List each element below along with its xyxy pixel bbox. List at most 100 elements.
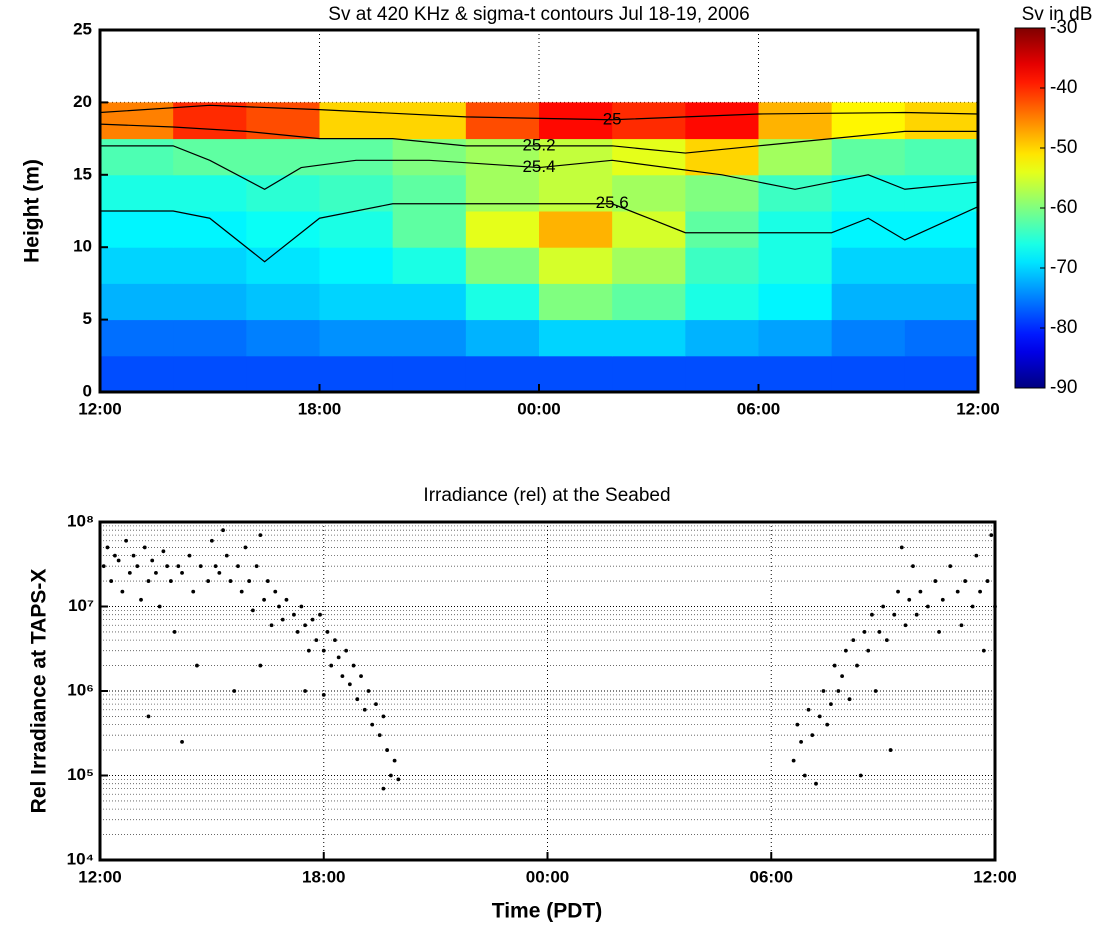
heatmap-cell — [539, 283, 613, 321]
scatter-point — [217, 570, 222, 575]
heatmap-cell — [685, 102, 759, 140]
heatmap-cell — [465, 319, 540, 357]
scatter-point — [333, 638, 337, 643]
heatmap-cell — [465, 247, 540, 284]
scatter-point — [165, 564, 170, 569]
heatmap-cell — [758, 174, 833, 212]
scatter-point — [832, 663, 837, 668]
scatter-point — [851, 638, 856, 643]
scatter-point — [254, 564, 259, 569]
x-tick-label: 12:00 — [956, 399, 999, 418]
scatter-point — [113, 553, 117, 558]
scatter-point — [933, 579, 938, 583]
scatter-point — [180, 570, 184, 575]
heatmap-cell — [100, 211, 174, 248]
scatter-point — [135, 564, 140, 569]
scatter-point — [146, 714, 151, 719]
heatmap-cell — [246, 319, 320, 357]
heatmap-cell — [246, 211, 320, 248]
scatter-point — [877, 630, 882, 634]
scatter-point — [825, 722, 830, 727]
scatter-point — [829, 702, 833, 706]
heatmap-cell — [758, 102, 833, 140]
scatter-point — [303, 623, 308, 628]
scatter-point — [351, 663, 356, 668]
scatter-point — [206, 579, 211, 583]
heatmap-cell — [173, 247, 247, 284]
contour-label: 25.6 — [596, 193, 629, 212]
y-tick-label: 15 — [73, 164, 92, 183]
heatmap-cell — [465, 211, 540, 248]
chart-title: Irradiance (rel) at the Seabed — [423, 485, 670, 506]
heatmap-cell — [539, 138, 613, 176]
scatter-point — [866, 648, 871, 653]
scatter-point — [855, 663, 859, 668]
colorbar-tick-label: -80 — [1050, 317, 1077, 338]
y-tick-label: 10⁶ — [67, 680, 94, 699]
scatter-point — [940, 597, 945, 602]
scatter-point — [963, 579, 968, 583]
scatter-point — [344, 648, 349, 653]
y-tick-label: 10 — [73, 237, 92, 256]
heatmap-cell — [685, 319, 759, 357]
scatter-point — [262, 597, 266, 602]
scatter-point — [903, 623, 908, 628]
scatter-point — [157, 604, 162, 609]
heatmap-cell — [246, 174, 320, 212]
heatmap-cell — [612, 247, 686, 284]
heatmap-cell — [465, 174, 540, 212]
scatter-point — [381, 786, 386, 791]
scatter-point — [911, 564, 915, 569]
x-tick-label: 00:00 — [517, 399, 560, 418]
heatmap-cell — [758, 211, 833, 248]
heatmap-cell — [539, 319, 613, 357]
heatmap-cell — [758, 319, 833, 357]
scatter-point — [907, 597, 912, 602]
scatter-point — [925, 604, 930, 609]
scatter-point — [120, 589, 125, 594]
heatmap-cell — [319, 102, 394, 140]
scatter-point — [131, 553, 136, 558]
scatter-point — [370, 722, 375, 727]
heatmap-cell — [904, 247, 979, 284]
heatmap-cell — [904, 319, 979, 357]
heatmap-cell — [904, 174, 979, 212]
y-tick-label: 25 — [73, 19, 92, 38]
heatmap-cell — [539, 211, 613, 248]
scatter-point — [359, 674, 363, 679]
scatter-point — [881, 604, 886, 609]
heatmap-cell — [539, 355, 613, 393]
heatmap-cell — [392, 283, 467, 321]
scatter-point — [209, 538, 214, 543]
scatter-point — [250, 608, 255, 613]
scatter-point — [817, 714, 822, 719]
heatmap-cell — [100, 174, 174, 212]
heatmap-cell — [392, 138, 467, 176]
scatter-point — [154, 570, 158, 575]
heatmap-cell — [831, 174, 906, 212]
scatter-point — [385, 748, 390, 752]
heatmap-cell — [173, 102, 247, 140]
heatmap-cell — [831, 211, 906, 248]
heatmap-cell — [612, 211, 686, 248]
heatmap-cell — [319, 174, 394, 212]
scatter-point — [336, 655, 341, 660]
x-tick-label: 18:00 — [298, 399, 341, 418]
heatmap-cell — [685, 247, 759, 284]
heatmap-cell — [465, 102, 540, 140]
heatmap-cell — [612, 102, 686, 140]
heatmap-cell — [612, 174, 686, 212]
colorbar-tick-label: -90 — [1050, 377, 1077, 398]
heatmap-cell — [173, 283, 247, 321]
scatter-point — [187, 553, 192, 558]
scatter-point — [124, 538, 129, 543]
scatter-point — [873, 689, 878, 693]
y-tick-label: 20 — [73, 92, 92, 111]
scatter-point — [321, 692, 326, 697]
scatter-point — [292, 612, 296, 617]
heatmap-cell — [539, 247, 613, 284]
scatter-point — [392, 758, 397, 763]
scatter-point — [180, 739, 184, 744]
scatter-point — [269, 623, 274, 628]
